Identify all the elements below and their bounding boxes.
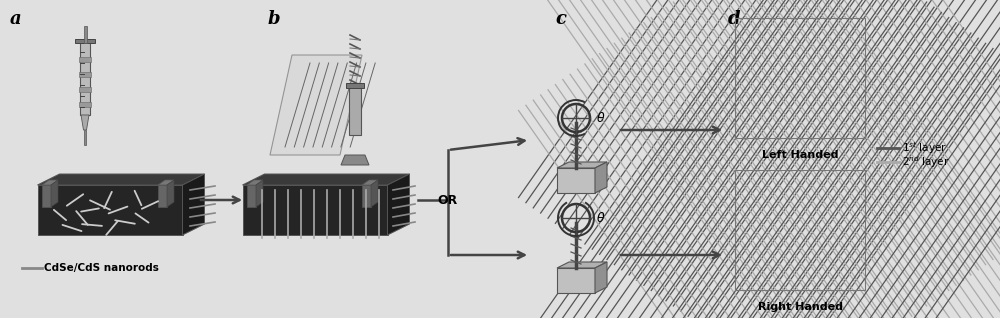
Polygon shape — [388, 174, 410, 235]
Bar — [80, 40, 90, 115]
Polygon shape — [270, 55, 362, 155]
Polygon shape — [158, 180, 174, 185]
Bar — [557, 168, 595, 193]
Bar — [735, 18, 865, 138]
Polygon shape — [51, 180, 58, 207]
Polygon shape — [247, 180, 263, 185]
Text: 2$^{nd}$ layer: 2$^{nd}$ layer — [902, 154, 950, 170]
Text: CdSe/CdS nanorods: CdSe/CdS nanorods — [44, 263, 159, 273]
Polygon shape — [42, 180, 58, 185]
Text: Right Handed: Right Handed — [758, 302, 842, 312]
Bar — [346, 83, 364, 88]
Polygon shape — [256, 180, 263, 207]
Text: OR: OR — [438, 193, 458, 206]
Polygon shape — [371, 180, 378, 207]
Polygon shape — [42, 185, 51, 207]
Polygon shape — [341, 155, 369, 165]
Polygon shape — [247, 185, 256, 207]
Polygon shape — [557, 162, 607, 168]
Bar — [79, 72, 91, 77]
Bar — [735, 170, 865, 290]
Polygon shape — [182, 174, 205, 235]
Bar — [84, 26, 87, 43]
Text: θ: θ — [597, 112, 605, 125]
Text: 1$^{st}$ layer: 1$^{st}$ layer — [902, 140, 947, 156]
Polygon shape — [557, 262, 607, 268]
Text: c: c — [555, 10, 566, 28]
Polygon shape — [81, 115, 89, 130]
Polygon shape — [362, 180, 378, 185]
Polygon shape — [595, 162, 607, 193]
Text: Left Handed: Left Handed — [762, 150, 838, 160]
Bar — [557, 268, 595, 293]
Bar — [75, 39, 95, 43]
Polygon shape — [38, 174, 205, 185]
Bar — [349, 83, 361, 135]
Bar — [79, 57, 91, 62]
Polygon shape — [167, 180, 174, 207]
Text: θ: θ — [597, 211, 605, 225]
Polygon shape — [38, 185, 182, 235]
Bar — [79, 87, 91, 92]
Bar — [735, 18, 865, 138]
Text: d: d — [728, 10, 741, 28]
Polygon shape — [158, 185, 167, 207]
Polygon shape — [362, 185, 371, 207]
Polygon shape — [242, 174, 410, 185]
Polygon shape — [595, 262, 607, 293]
Bar — [84, 130, 86, 145]
Bar — [735, 170, 865, 290]
Text: b: b — [268, 10, 281, 28]
Bar — [79, 102, 91, 107]
Text: a: a — [10, 10, 22, 28]
Polygon shape — [242, 185, 388, 235]
